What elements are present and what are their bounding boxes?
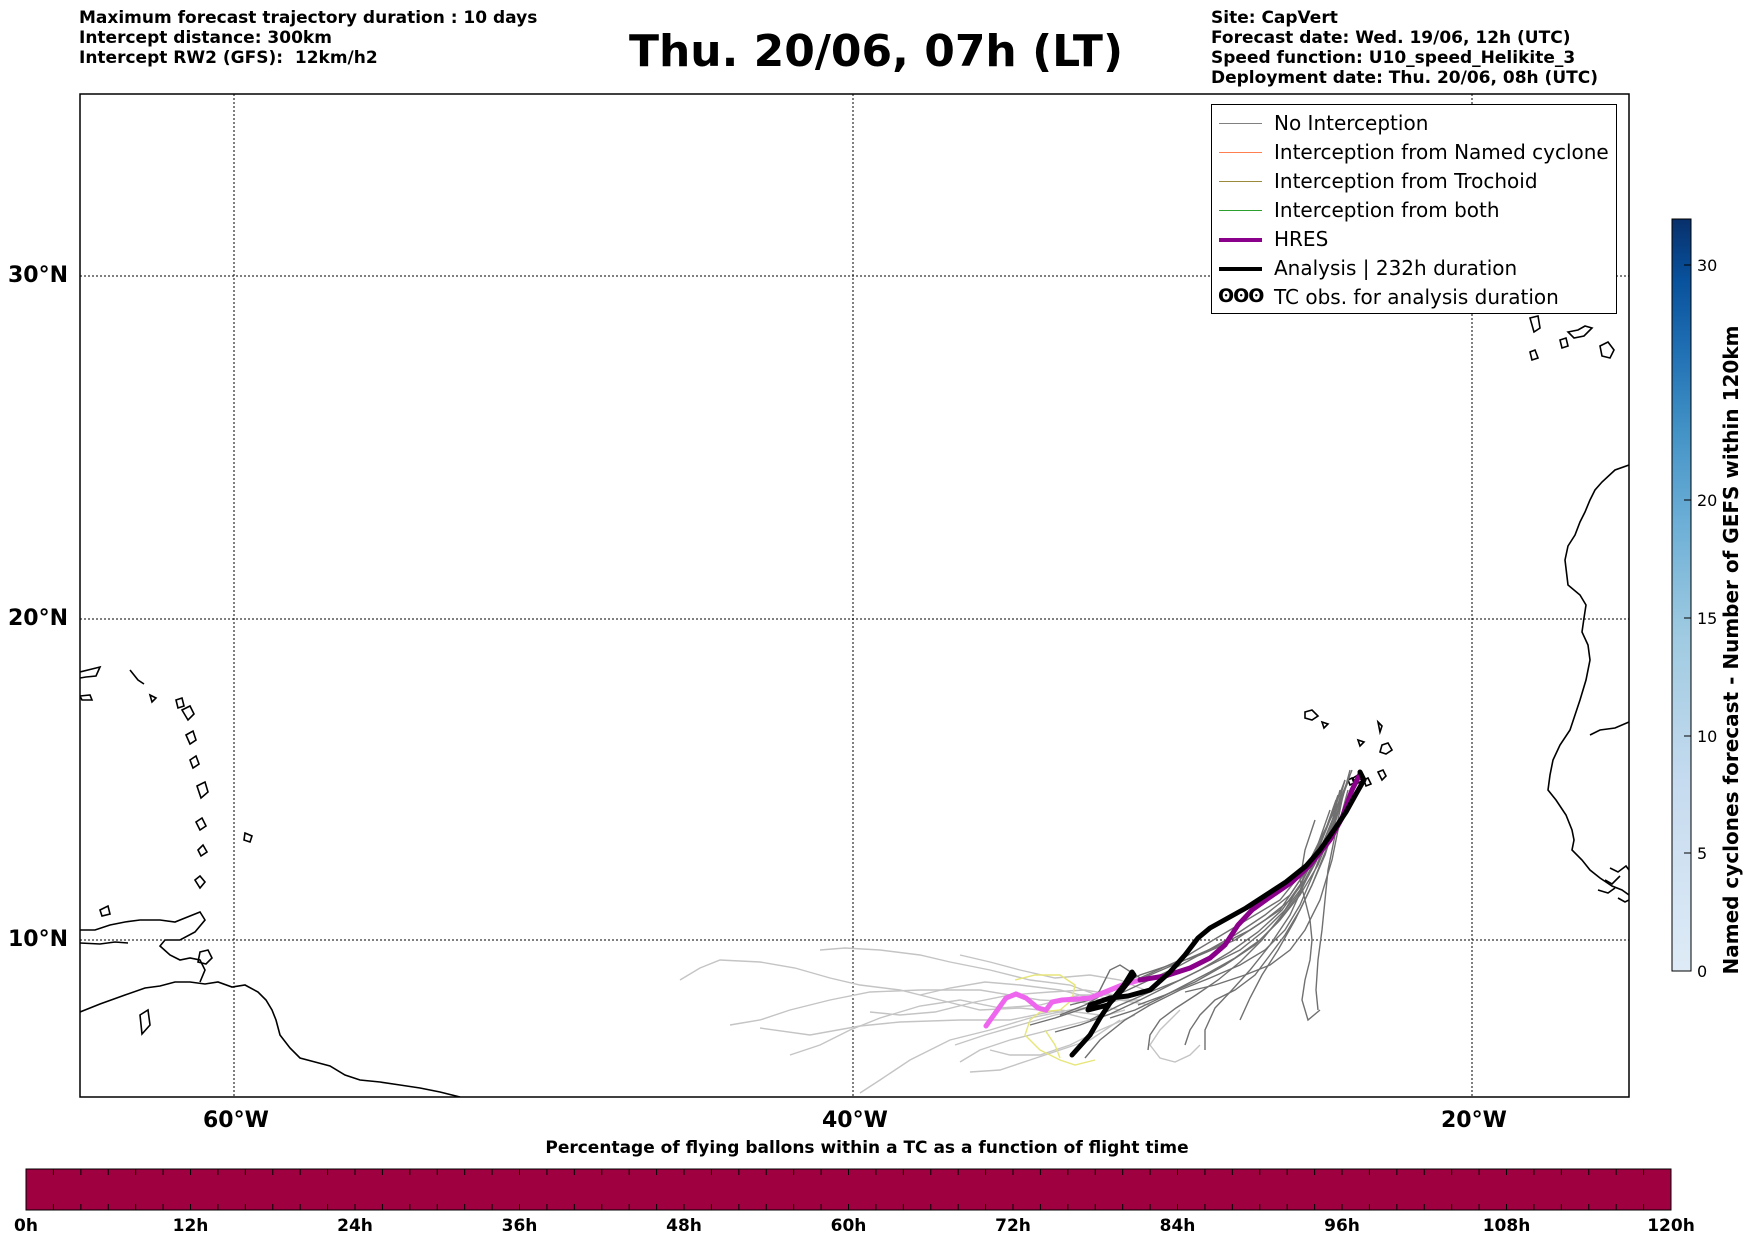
hres-track (983, 977, 1143, 1029)
legend-item-tc-obs: ʘʘʘ TC obs. for analysis duration (1212, 283, 1616, 312)
legend-swatch (1219, 267, 1262, 271)
ensemble-tracks-far (679, 947, 1201, 1094)
map-frame (79, 93, 1630, 1098)
legend-label: Interception from Named cyclone (1274, 140, 1609, 164)
coastlines (80, 315, 1629, 1097)
legend-swatch (1219, 238, 1262, 242)
map-legend: No Interception Interception from Named … (1211, 104, 1617, 314)
flight-bar-tick-label: 0h (14, 1216, 38, 1236)
map-title: Thu. 20/06, 07h (LT) (628, 26, 1124, 77)
flight-bar-tick-label: 48h (666, 1216, 702, 1236)
legend-label: TC obs. for analysis duration (1274, 285, 1559, 309)
colorbar-tick-15: 15 (1697, 609, 1718, 628)
left-info-line-2: Intercept distance: 300km (79, 28, 332, 48)
flight-bar-tick-label: 72h (995, 1216, 1031, 1236)
colorbar (1671, 218, 1692, 972)
legend-item-trochoid: Interception from Trochoid (1212, 167, 1616, 196)
lat-label-30n: 30°N (8, 263, 69, 288)
flight-bar-tick-label: 84h (1159, 1216, 1196, 1236)
legend-swatch (1219, 123, 1262, 124)
legend-label: No Interception (1274, 111, 1429, 135)
legend-label: HRES (1274, 227, 1329, 251)
legend-item-named-cyclone: Interception from Named cyclone (1212, 138, 1616, 167)
colorbar-tick-5: 5 (1697, 844, 1708, 863)
legend-label: Interception from both (1274, 198, 1500, 222)
left-info-line-3: Intercept RW2 (GFS): 12km/h2 (79, 48, 378, 68)
colorbar-tick-30: 30 (1697, 256, 1718, 275)
map-gridlines (80, 94, 1629, 1097)
right-info-line-2: Forecast date: Wed. 19/06, 12h (UTC) (1211, 28, 1571, 48)
flight-bar-tick-label: 36h (501, 1216, 538, 1236)
legend-swatch (1219, 181, 1262, 182)
legend-item-hres: HRES (1212, 225, 1616, 254)
lon-label-20w: 20°W (1441, 1108, 1507, 1133)
flight-time-bar (25, 1168, 1672, 1211)
tc-obs-symbol: ʘʘʘ (1218, 285, 1264, 307)
colorbar-tick-20: 20 (1697, 491, 1718, 510)
flight-bar-tick-label: 24h (337, 1216, 373, 1236)
colorbar-label: Named cyclones forecast - Number of GEFS… (1719, 325, 1743, 975)
right-info-line-3: Speed function: U10_speed_Helikite_3 (1211, 48, 1576, 68)
legend-label: Interception from Trochoid (1274, 169, 1538, 193)
flight-time-bar-ticks (25, 1169, 1672, 1210)
legend-item-both: Interception from both (1212, 196, 1616, 225)
trochoid-track (1014, 974, 1096, 1066)
ensemble-tracks-near (1029, 769, 1353, 1059)
colorbar-ticks (1684, 264, 1691, 972)
colorbar-tick-10: 10 (1697, 727, 1718, 746)
flight-bar-tick-label: 60h (830, 1216, 867, 1236)
flight-bar-title: Percentage of flying ballons within a TC… (545, 1138, 1189, 1158)
lat-label-10n: 10°N (8, 927, 69, 952)
flight-bar-tick-label: 12h (172, 1216, 209, 1236)
legend-item-no-interception: No Interception (1212, 109, 1616, 138)
left-info-line-1: Maximum forecast trajectory duration : 1… (79, 8, 538, 28)
lon-label-60w: 60°W (203, 1108, 269, 1133)
flight-bar-tick-label: 108h (1482, 1216, 1531, 1236)
right-info-line-1: Site: CapVert (1211, 8, 1338, 28)
colorbar-tick-0: 0 (1697, 962, 1708, 981)
legend-item-analysis: Analysis | 232h duration (1212, 254, 1616, 283)
flight-bar-tick-label: 96h (1324, 1216, 1360, 1236)
legend-label: Analysis | 232h duration (1274, 256, 1518, 280)
legend-swatch (1219, 152, 1262, 153)
lon-label-40w: 40°W (822, 1108, 888, 1133)
flight-bar-tick-label: 120h (1647, 1216, 1695, 1236)
lat-label-20n: 20°N (8, 606, 69, 631)
legend-swatch (1219, 210, 1262, 211)
right-info-line-4: Deployment date: Thu. 20/06, 08h (UTC) (1211, 68, 1598, 88)
analysis-track (1069, 769, 1367, 1058)
